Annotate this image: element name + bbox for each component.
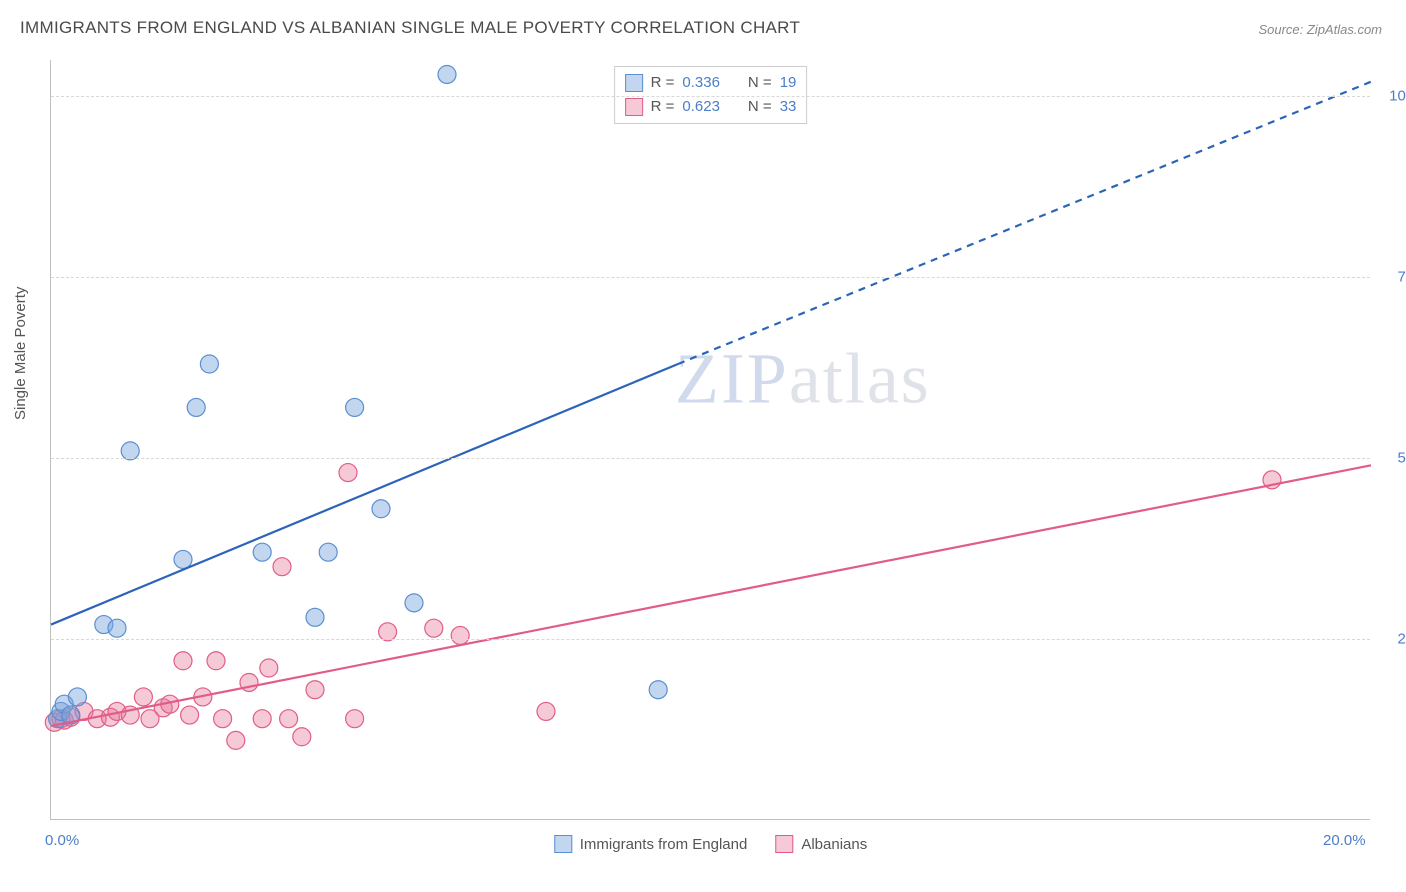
scatter-point [253, 710, 271, 728]
legend-item-albanians: Albanians [775, 835, 867, 853]
grid-line [51, 277, 1370, 278]
scatter-point [174, 550, 192, 568]
source-attribution: Source: ZipAtlas.com [1258, 22, 1382, 37]
scatter-point [227, 731, 245, 749]
scatter-point [260, 659, 278, 677]
scatter-point [273, 558, 291, 576]
scatter-point [207, 652, 225, 670]
x-tick-label: 20.0% [1323, 832, 1366, 849]
x-tick-label: 0.0% [45, 832, 79, 849]
scatter-point [306, 681, 324, 699]
scatter-point [405, 594, 423, 612]
legend-label-albanians: Albanians [801, 836, 867, 853]
scatter-point [346, 710, 364, 728]
chart-container: IMMIGRANTS FROM ENGLAND VS ALBANIAN SING… [0, 0, 1406, 892]
y-tick-label: 25.0% [1380, 631, 1406, 648]
trend-line [51, 364, 678, 625]
scatter-point [319, 543, 337, 561]
grid-line [51, 458, 1370, 459]
plot-area: ZIPatlas R = 0.336 N = 19 R = 0.623 N = … [50, 60, 1370, 820]
trend-line [51, 465, 1371, 726]
scatter-point [108, 619, 126, 637]
swatch-albanians [775, 835, 793, 853]
scatter-point [200, 355, 218, 373]
y-tick-label: 100.0% [1380, 88, 1406, 105]
y-tick-label: 75.0% [1380, 269, 1406, 286]
scatter-point [68, 688, 86, 706]
y-axis-label: Single Male Poverty [12, 287, 29, 420]
grid-line [51, 96, 1370, 97]
scatter-point [346, 398, 364, 416]
scatter-point [451, 626, 469, 644]
scatter-point [438, 65, 456, 83]
scatter-point [306, 608, 324, 626]
scatter-point [293, 728, 311, 746]
scatter-point [214, 710, 232, 728]
scatter-point [181, 706, 199, 724]
grid-line [51, 639, 1370, 640]
scatter-point [280, 710, 298, 728]
scatter-point [372, 500, 390, 518]
swatch-england [554, 835, 572, 853]
scatter-point [187, 398, 205, 416]
legend-item-england: Immigrants from England [554, 835, 748, 853]
scatter-point [649, 681, 667, 699]
legend-label-england: Immigrants from England [580, 836, 748, 853]
scatter-point [537, 702, 555, 720]
legend-series: Immigrants from England Albanians [554, 835, 867, 853]
scatter-point [174, 652, 192, 670]
scatter-point [425, 619, 443, 637]
scatter-point [134, 688, 152, 706]
scatter-point [339, 464, 357, 482]
scatter-point [253, 543, 271, 561]
chart-title: IMMIGRANTS FROM ENGLAND VS ALBANIAN SING… [20, 18, 800, 38]
scatter-svg [51, 60, 1371, 820]
trend-line [678, 82, 1371, 364]
y-tick-label: 50.0% [1380, 450, 1406, 467]
